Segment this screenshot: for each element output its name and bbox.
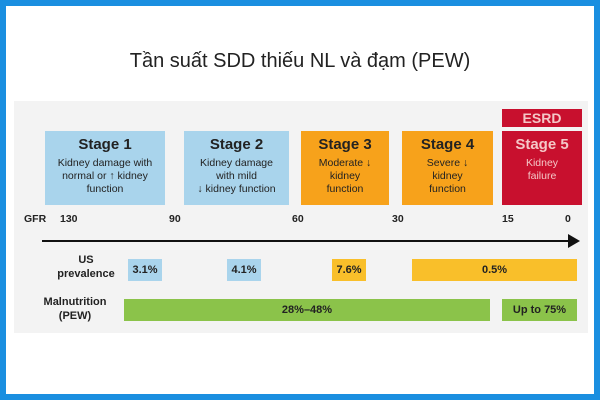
prevalence-stage-1: 3.1% xyxy=(128,259,162,281)
gfr-tick-60: 60 xyxy=(292,213,304,225)
stage-2-name: Stage 2 xyxy=(209,136,264,153)
stage-5-name: Stage 5 xyxy=(515,136,569,153)
stage-3-desc: Moderate ↓ kidney function xyxy=(318,157,372,195)
malnutrition-stage-5: Up to 75% xyxy=(502,299,577,321)
malnutrition-stage-1-4: 28%–48% xyxy=(124,299,490,321)
prevalence-stage-2: 4.1% xyxy=(227,259,261,281)
prevalence-stage-3: 7.6% xyxy=(332,259,366,281)
gfr-tick-130: 130 xyxy=(60,213,78,225)
stage-4-desc: Severe ↓ kidney function xyxy=(426,157,469,195)
gfr-tick-15: 15 xyxy=(502,213,514,225)
esrd-label: ESRD xyxy=(502,109,582,127)
stage-1-desc: Kidney damage with normal or ↑ kidney func… xyxy=(57,157,153,195)
gfr-arrow-head xyxy=(568,234,580,248)
us-prevalence-label: US prevalence xyxy=(57,254,115,280)
ckd-stage-figure: ESRD Stage 1 Kidney damage with normal or… xyxy=(14,101,588,333)
stage-3-name: Stage 3 xyxy=(318,136,372,153)
prevalence-stage-4-5: 0.5% xyxy=(412,259,577,281)
stage-3-box: Stage 3 Moderate ↓ kidney function xyxy=(301,131,389,205)
gfr-arrow-line xyxy=(42,240,570,242)
stage-1-name: Stage 1 xyxy=(78,136,132,153)
gfr-tick-30: 30 xyxy=(392,213,404,225)
stage-5-desc: Kidney failure xyxy=(525,157,559,182)
gfr-tick-0: 0 xyxy=(565,213,571,225)
gfr-tick-90: 90 xyxy=(169,213,181,225)
slide-card: Tần suất SDD thiếu NL và đạm (PEW) ESRD … xyxy=(6,6,594,394)
stage-4-name: Stage 4 xyxy=(420,136,475,153)
malnutrition-label: Malnutrition (PEW) xyxy=(43,296,107,322)
gfr-label: GFR xyxy=(24,213,47,225)
stage-2-desc: Kidney damage with mild ↓ kidney function xyxy=(197,157,276,195)
stage-1-box: Stage 1 Kidney damage with normal or ↑ ki… xyxy=(45,131,165,205)
stage-2-box: Stage 2 Kidney damage with mild ↓ kidney f… xyxy=(184,131,289,205)
stage-4-box: Stage 4 Severe ↓ kidney function xyxy=(402,131,493,205)
slide-title: Tần suất SDD thiếu NL và đạm (PEW) xyxy=(129,50,471,72)
stage-5-box: Stage 5 Kidney failure xyxy=(502,131,582,205)
